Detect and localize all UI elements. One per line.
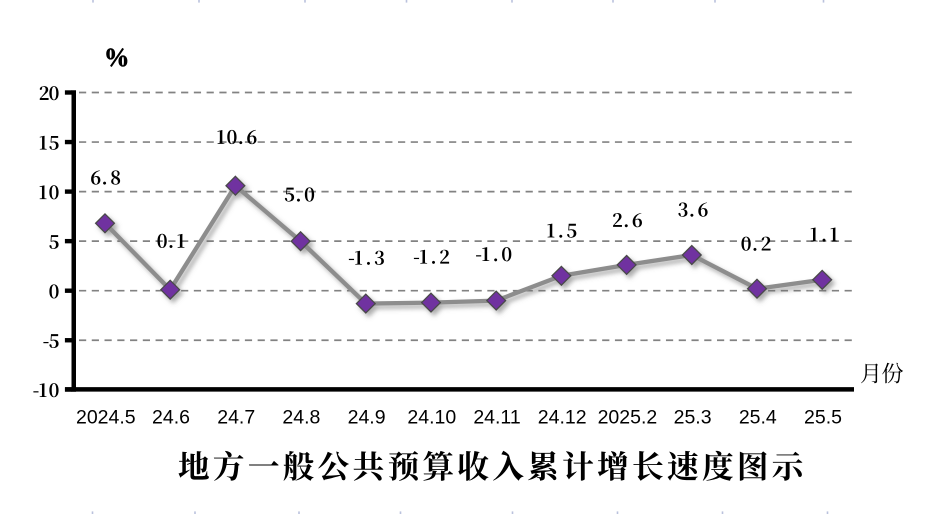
svg-text:24.7: 24.7 <box>217 407 255 429</box>
svg-text:24.10: 24.10 <box>407 407 456 429</box>
svg-text:24.9: 24.9 <box>348 407 386 429</box>
svg-text:25.4: 25.4 <box>739 407 777 429</box>
svg-text:24.6: 24.6 <box>152 407 190 429</box>
svg-text:24.11: 24.11 <box>473 407 520 429</box>
svg-text:25.3: 25.3 <box>674 407 712 429</box>
svg-text:24.8: 24.8 <box>282 407 320 429</box>
svg-text:2025.2: 2025.2 <box>598 407 658 429</box>
svg-text:24.12: 24.12 <box>538 407 587 429</box>
svg-text:25.5: 25.5 <box>804 407 842 429</box>
svg-text:2024.5: 2024.5 <box>76 407 136 429</box>
